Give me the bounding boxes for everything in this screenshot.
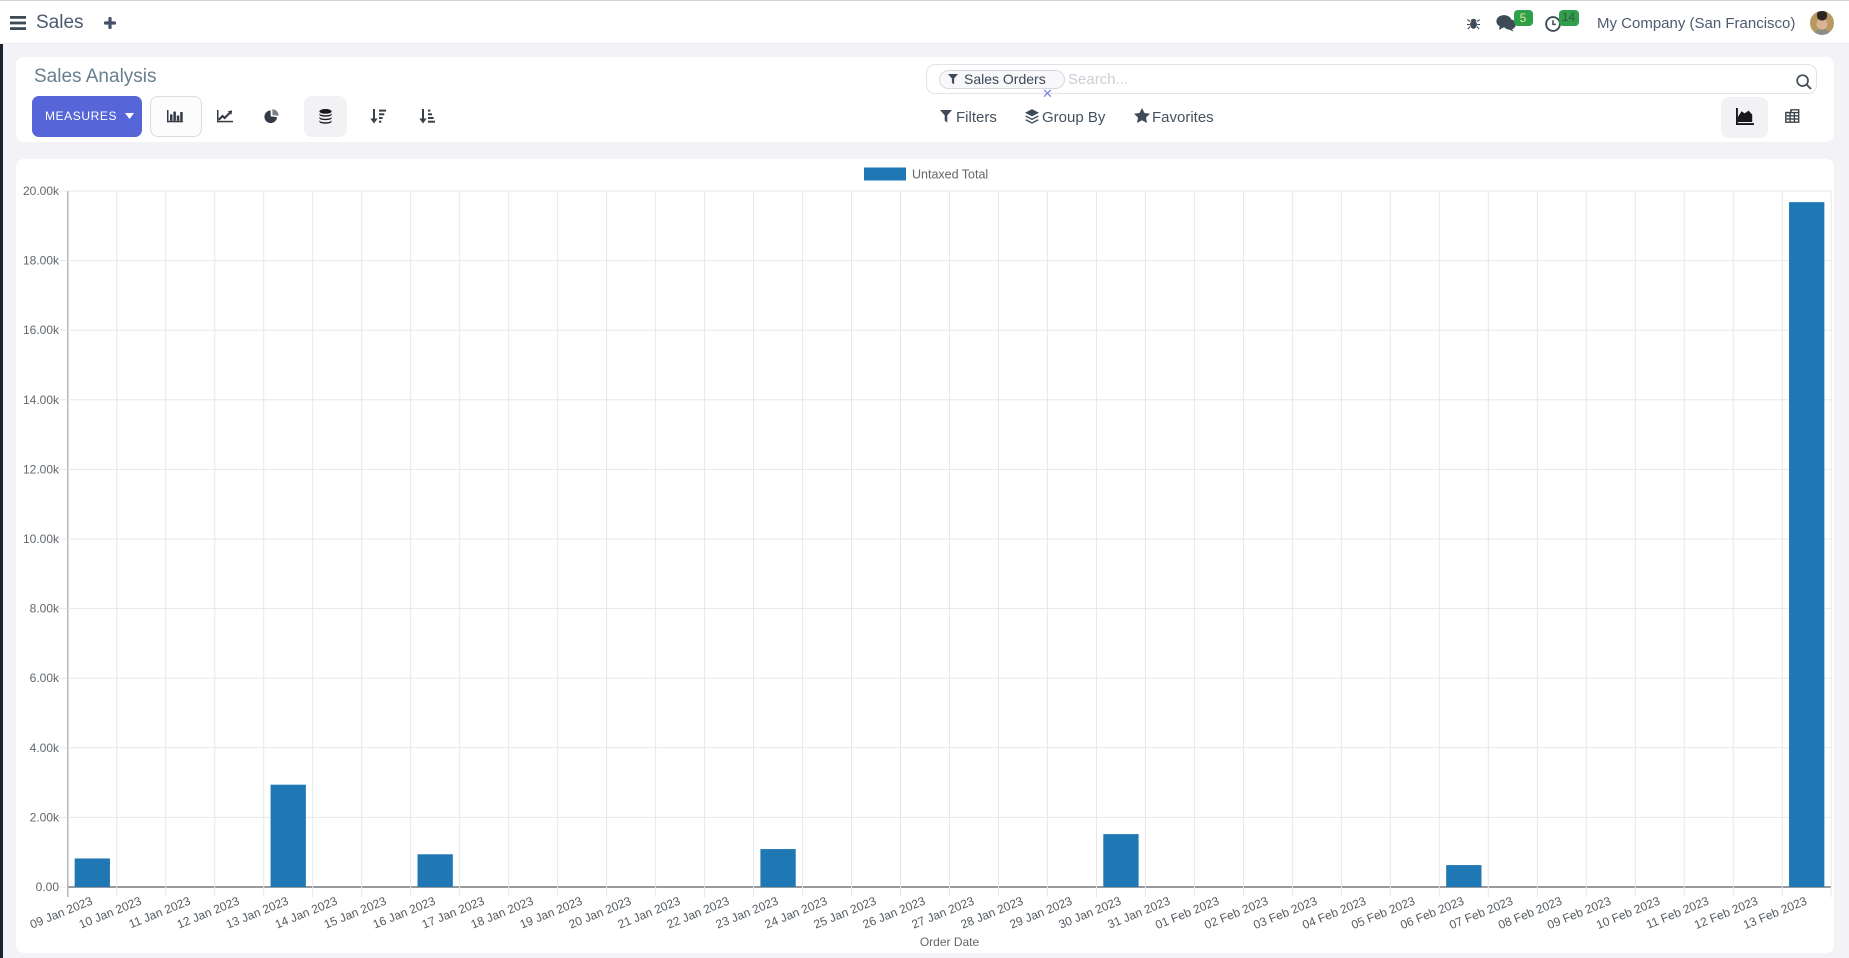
svg-text:8.00k: 8.00k — [30, 602, 60, 616]
svg-text:Order Date: Order Date — [920, 935, 980, 949]
svg-text:12.00k: 12.00k — [23, 462, 60, 476]
svg-text:20.00k: 20.00k — [23, 184, 60, 198]
svg-text:0.00: 0.00 — [36, 880, 60, 894]
svg-text:Untaxed Total: Untaxed Total — [912, 168, 988, 182]
svg-text:6.00k: 6.00k — [30, 671, 60, 685]
svg-text:2.00k: 2.00k — [30, 810, 60, 824]
svg-text:14.00k: 14.00k — [23, 393, 60, 407]
svg-text:18.00k: 18.00k — [23, 254, 60, 268]
svg-text:10.00k: 10.00k — [23, 532, 60, 546]
svg-text:16.00k: 16.00k — [23, 323, 60, 337]
svg-text:4.00k: 4.00k — [30, 741, 60, 755]
